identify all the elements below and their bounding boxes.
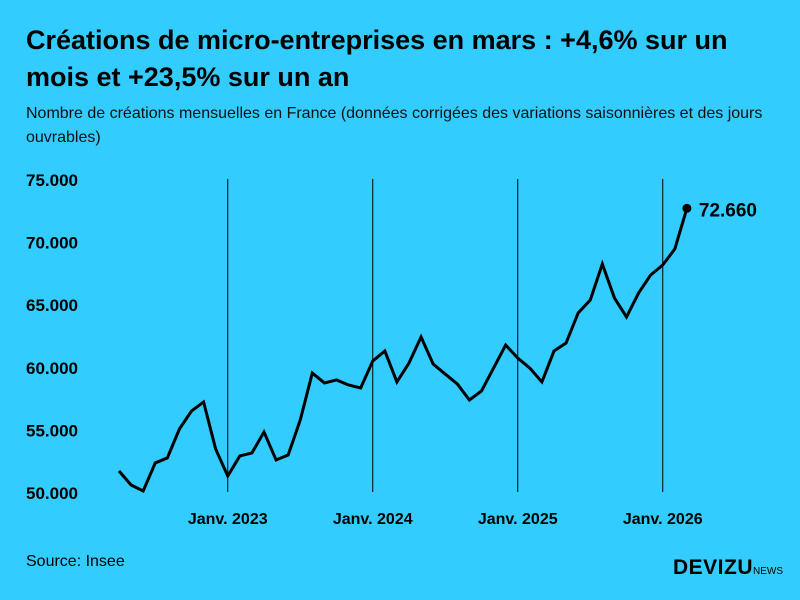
y-tick-label: 55.000 <box>26 421 78 440</box>
devizu-logo: DEVIZUNEWS <box>673 556 783 580</box>
y-tick-label: 70.000 <box>26 234 78 253</box>
x-tick-label: Janv. 2026 <box>623 511 703 528</box>
y-tick-label: 65.000 <box>26 296 78 315</box>
y-tick-label: 75.000 <box>26 171 78 190</box>
logo-main: DEVIZU <box>673 556 754 579</box>
chart-title: Créations de micro-entreprises en mars :… <box>26 25 728 92</box>
x-tick-label: Janv. 2025 <box>478 511 558 528</box>
series-line <box>117 207 689 494</box>
y-tick-label: 50.000 <box>26 484 78 503</box>
chart-subtitle: Nombre de créations mensuelles en France… <box>26 105 763 146</box>
x-tick-label: Janv. 2023 <box>188 511 268 528</box>
last-point-marker <box>682 203 692 213</box>
source-note: Source: Insee <box>26 553 125 570</box>
y-tick-label: 60.000 <box>26 359 78 378</box>
x-tick-label: Janv. 2024 <box>333 511 413 528</box>
logo-suffix: NEWS <box>753 566 784 577</box>
last-value-label: 72.660 <box>699 200 757 221</box>
